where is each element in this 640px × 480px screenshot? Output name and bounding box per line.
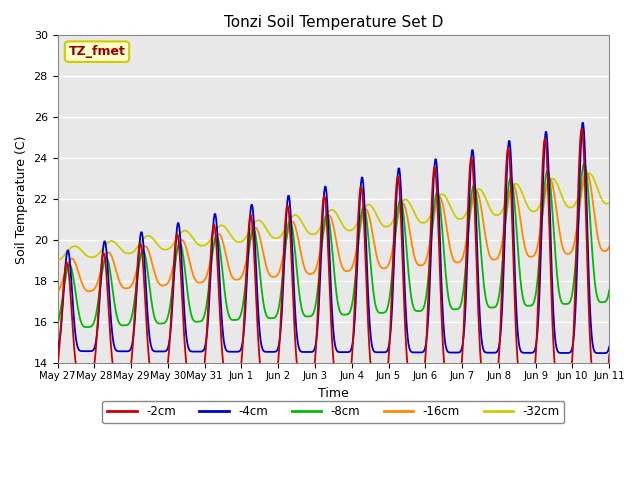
-32cm	[555, 185, 563, 191]
-8cm	[605, 287, 613, 293]
Line: -2cm: -2cm	[58, 129, 609, 388]
Y-axis label: Soil Temperature (C): Soil Temperature (C)	[15, 135, 28, 264]
-32cm	[433, 198, 441, 204]
Title: Tonzi Soil Temperature Set D: Tonzi Soil Temperature Set D	[224, 15, 443, 30]
-2cm	[54, 362, 61, 368]
-32cm	[605, 200, 613, 206]
Line: -16cm: -16cm	[58, 172, 609, 292]
-32cm	[586, 170, 593, 176]
-16cm	[582, 169, 590, 175]
-2cm	[433, 188, 441, 193]
-32cm	[54, 258, 61, 264]
-16cm	[433, 199, 441, 204]
X-axis label: Time: Time	[318, 386, 349, 399]
-16cm	[54, 289, 61, 295]
-16cm	[198, 279, 206, 285]
Line: -8cm: -8cm	[58, 164, 609, 327]
-8cm	[434, 190, 442, 195]
-4cm	[175, 220, 182, 226]
-32cm	[325, 209, 333, 215]
-16cm	[175, 242, 182, 248]
-2cm	[175, 238, 182, 244]
-8cm	[54, 321, 61, 326]
-8cm	[199, 316, 207, 322]
-32cm	[198, 243, 206, 249]
-16cm	[325, 213, 333, 218]
-8cm	[326, 222, 333, 228]
-8cm	[82, 324, 90, 330]
-4cm	[579, 120, 586, 126]
-4cm	[555, 349, 563, 355]
-4cm	[198, 348, 206, 354]
-8cm	[175, 240, 183, 246]
-8cm	[580, 161, 588, 167]
-4cm	[433, 163, 441, 169]
Line: -4cm: -4cm	[58, 123, 609, 353]
-4cm	[379, 349, 387, 355]
-4cm	[605, 344, 613, 349]
-2cm	[325, 263, 333, 269]
Legend: -2cm, -4cm, -8cm, -16cm, -32cm: -2cm, -4cm, -8cm, -16cm, -32cm	[102, 401, 564, 423]
-4cm	[600, 350, 608, 356]
-2cm	[555, 384, 563, 389]
-32cm	[379, 222, 387, 228]
-2cm	[598, 385, 605, 391]
Line: -32cm: -32cm	[58, 173, 609, 261]
-16cm	[605, 244, 613, 250]
Text: TZ_fmet: TZ_fmet	[68, 45, 125, 58]
-2cm	[605, 352, 613, 358]
-16cm	[555, 223, 563, 229]
-4cm	[325, 233, 333, 239]
-32cm	[175, 233, 182, 239]
-16cm	[379, 265, 387, 271]
-4cm	[54, 346, 61, 351]
-8cm	[556, 291, 563, 297]
-2cm	[578, 126, 586, 132]
-2cm	[198, 374, 206, 380]
-2cm	[379, 382, 387, 387]
-8cm	[380, 310, 387, 316]
